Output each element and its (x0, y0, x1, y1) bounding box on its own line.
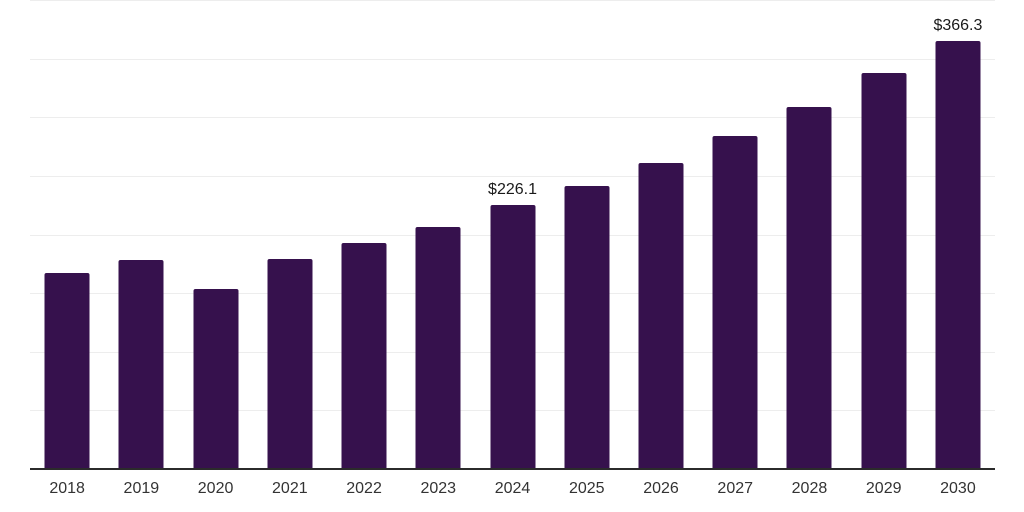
x-tick-label-2030: 2030 (940, 480, 976, 497)
x-axis-line (30, 468, 995, 470)
x-axis-labels: 2018 2019 2020 2021 2022 2023 2024 2025 2026 2027… (30, 478, 995, 500)
x-tick-label-2023: 2023 (420, 480, 457, 497)
x-tick-label-2027: 2027 (717, 480, 754, 497)
bar-slot-2021 (253, 1, 327, 470)
bar-2025 (564, 186, 610, 470)
bar-2027 (712, 135, 758, 470)
bar-slot-2023 (401, 1, 475, 470)
gridline (30, 175, 995, 177)
bar-slot-2022 (327, 1, 401, 470)
bar-2021 (267, 258, 313, 470)
bar-2026 (638, 162, 684, 470)
x-tick-label-2026: 2026 (643, 480, 679, 497)
bar-slot-2020 (178, 1, 252, 470)
plot-area: $226.1 $366.3 (30, 0, 995, 470)
bar-slot-2030: $366.3 (921, 1, 995, 470)
x-tick-label-2020: 2020 (197, 480, 234, 497)
gridline (30, 0, 995, 1)
x-tick-label-2022: 2022 (346, 480, 382, 497)
bar-2020 (193, 289, 239, 470)
bar-2028 (786, 107, 832, 470)
x-tick-label-2024: 2024 (494, 480, 531, 497)
bar-slot-2027 (698, 1, 772, 470)
bar-slot-2025 (550, 1, 624, 470)
data-label-2030: $366.3 (933, 16, 983, 34)
bar-2018 (44, 273, 90, 470)
bar-slot-2029 (847, 1, 921, 470)
x-tick-label-2028: 2028 (791, 480, 828, 497)
bar-slot-2026 (624, 1, 698, 470)
bar-2030 (935, 40, 981, 470)
gridline (30, 117, 995, 119)
x-tick-label-2029: 2029 (865, 480, 902, 497)
bar-2019 (118, 260, 164, 470)
bar-2024 (490, 204, 536, 470)
bar-slot-2028 (772, 1, 846, 470)
bars-container: $226.1 $366.3 (30, 1, 995, 470)
data-label-2024: $226.1 (488, 180, 537, 198)
bar-slot-2024: $226.1 (475, 1, 549, 470)
bar-slot-2019 (104, 1, 178, 470)
x-tick-label-2021: 2021 (272, 480, 308, 497)
bar-2023 (415, 226, 461, 470)
x-tick-label-2019: 2019 (123, 480, 160, 497)
bar-2022 (341, 243, 387, 470)
x-tick-label-2025: 2025 (568, 480, 605, 497)
bar-slot-2018 (30, 1, 104, 470)
gridline (30, 58, 995, 60)
bar-2029 (861, 73, 907, 470)
x-tick-label-2018: 2018 (49, 480, 85, 497)
